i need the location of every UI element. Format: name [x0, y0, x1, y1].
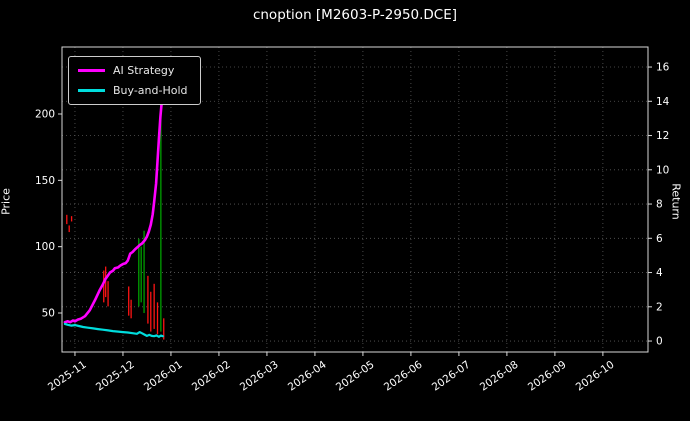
right-tick-label: 6 — [656, 233, 663, 245]
right-tick-label: 2 — [656, 301, 663, 313]
x-tick-label: 2026-02 — [190, 359, 233, 394]
x-tick-label: 2026-01 — [142, 359, 185, 394]
left-tick-label: 50 — [42, 307, 55, 319]
right-tick-label: 12 — [656, 130, 669, 142]
left-tick-label: 100 — [35, 241, 55, 253]
legend-label: AI Strategy — [113, 64, 175, 77]
legend: AI Strategy Buy-and-Hold — [68, 56, 201, 105]
right-tick-label: 8 — [656, 199, 663, 211]
x-tick-label: 2025-11 — [46, 359, 89, 394]
series-line-ai-strategy — [63, 94, 165, 324]
legend-item-ai-strategy: AI Strategy — [78, 64, 188, 77]
legend-item-buy-and-hold: Buy-and-Hold — [78, 84, 188, 97]
right-tick-label: 16 — [656, 62, 670, 74]
chart-title: cnoption [M2603-P-2950.DCE] — [252, 7, 458, 23]
left-tick-label: 200 — [35, 108, 55, 120]
series-line-buy-and-hold — [63, 322, 164, 338]
right-tick-label: 14 — [656, 96, 670, 108]
x-tick-label: 2026-05 — [334, 359, 377, 394]
buy-and-hold-line-swatch — [78, 89, 105, 92]
x-tick-label: 2026-09 — [526, 359, 569, 394]
left-tick-label: 150 — [35, 175, 55, 187]
legend-label: Buy-and-Hold — [113, 84, 188, 97]
right-tick-label: 0 — [656, 336, 663, 348]
x-tick-label: 2026-07 — [430, 359, 473, 394]
plot-border — [61, 46, 649, 353]
right-tick-label: 10 — [656, 164, 669, 176]
x-tick-label: 2026-08 — [478, 359, 521, 394]
right-axis-label: Return — [669, 183, 683, 220]
x-tick-label: 2026-10 — [574, 359, 617, 394]
x-tick-label: 2026-04 — [286, 358, 329, 393]
x-tick-label: 2025-12 — [94, 359, 137, 394]
x-tick-label: 2026-03 — [238, 359, 281, 394]
left-axis-label: Price — [0, 188, 13, 215]
right-tick-label: 4 — [656, 267, 663, 279]
ai-strategy-line-swatch — [78, 69, 105, 72]
x-tick-label: 2026-06 — [382, 358, 425, 393]
